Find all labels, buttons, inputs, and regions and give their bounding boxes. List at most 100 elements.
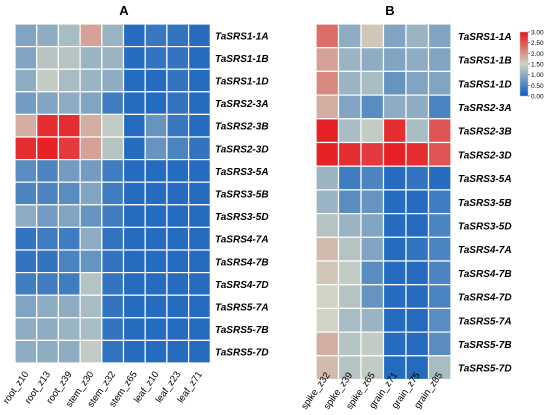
heatmap-cell bbox=[14, 294, 38, 319]
heatmap-cell bbox=[188, 181, 211, 206]
colorbar-tick-label: 1.00 bbox=[531, 72, 544, 79]
heatmap-cell bbox=[382, 260, 407, 286]
panel-b-title: B bbox=[385, 3, 394, 18]
colorbar-tick-label: 1.50 bbox=[531, 62, 544, 69]
heatmap-cell bbox=[14, 159, 38, 183]
heatmap-cell bbox=[382, 284, 407, 310]
heatmap-cell bbox=[79, 339, 103, 364]
heatmap-cell bbox=[405, 118, 430, 144]
heatmap-cell bbox=[337, 260, 362, 286]
heatmap-cell bbox=[166, 91, 190, 116]
heatmap-cell bbox=[57, 23, 81, 48]
heatmap-cell bbox=[79, 91, 103, 116]
heatmap-cell bbox=[101, 249, 125, 274]
heatmap-cell bbox=[36, 249, 60, 274]
heatmap-cell bbox=[427, 260, 452, 286]
heatmap-cell bbox=[36, 45, 60, 70]
heatmap-cell bbox=[166, 68, 190, 93]
heatmap-cell bbox=[360, 94, 385, 120]
heatmap-cell bbox=[122, 339, 146, 364]
heatmap-cell bbox=[144, 91, 168, 116]
heatmap-cell bbox=[122, 272, 146, 296]
heatmap-cell bbox=[337, 165, 362, 191]
heatmap-cell bbox=[315, 189, 340, 215]
heatmap-cell bbox=[315, 47, 340, 73]
heatmap-cell bbox=[79, 204, 103, 229]
heatmap-cell bbox=[166, 226, 190, 251]
heatmap-cell bbox=[14, 136, 38, 161]
panel-a-title: A bbox=[119, 3, 129, 18]
heatmap-cell bbox=[166, 136, 190, 161]
heatmap-cell bbox=[166, 272, 190, 296]
heatmap-cell bbox=[382, 189, 407, 215]
heatmap-cell bbox=[360, 141, 385, 167]
heatmap-cell bbox=[360, 47, 385, 73]
heatmap-cell bbox=[337, 70, 362, 96]
heatmap-cell bbox=[427, 307, 452, 333]
heatmap-cell bbox=[188, 68, 211, 93]
row-label: TaSRS2-3A bbox=[215, 99, 269, 110]
heatmap-cell bbox=[101, 68, 125, 93]
heatmap-cell bbox=[315, 23, 340, 49]
heatmap-cell bbox=[101, 339, 125, 364]
heatmap-cell bbox=[166, 339, 190, 364]
heatmap-cell bbox=[166, 159, 190, 183]
panel-b-heatmap: TaSRS1-1A TaSRS1-1B TaSRS1-1D TaSRS2-3A TaSR… bbox=[299, 23, 512, 412]
heatmap-cell bbox=[122, 113, 146, 138]
heatmap-cell bbox=[166, 113, 190, 138]
row-label: TaSRS1-1A bbox=[458, 32, 512, 43]
heatmap-cell bbox=[122, 23, 146, 48]
row-label: TaSRS3-5B bbox=[215, 190, 269, 201]
heatmap-cell bbox=[405, 70, 430, 96]
heatmap-cell bbox=[405, 189, 430, 215]
row-label: TaSRS4-7B bbox=[458, 269, 512, 280]
heatmap-cell bbox=[101, 181, 125, 206]
heatmap-cell bbox=[57, 181, 81, 206]
heatmap-cell bbox=[315, 284, 340, 310]
heatmap-cell bbox=[57, 249, 81, 274]
heatmap-cell bbox=[101, 272, 125, 296]
heatmap-cell bbox=[144, 181, 168, 206]
heatmap-cell bbox=[122, 159, 146, 183]
colorbar-tick-label: 2.00 bbox=[531, 51, 544, 58]
heatmap-cell bbox=[427, 47, 452, 73]
colorbar-tick-label: 2.50 bbox=[531, 40, 544, 47]
heatmap-cell bbox=[101, 159, 125, 183]
row-label: TaSRS3-5B bbox=[458, 198, 512, 209]
heatmap-cell bbox=[382, 141, 407, 167]
heatmap-cell bbox=[360, 236, 385, 262]
heatmap-cell bbox=[427, 189, 452, 215]
row-label: TaSRS5-7A bbox=[215, 303, 269, 314]
row-label: TaSRS4-7D bbox=[458, 293, 512, 304]
heatmap-cell bbox=[101, 23, 125, 48]
row-label: TaSRS2-3B bbox=[458, 127, 512, 138]
heatmap-cell bbox=[360, 189, 385, 215]
heatmap-cell bbox=[79, 249, 103, 274]
heatmap-cell bbox=[57, 45, 81, 70]
heatmap-cell bbox=[122, 294, 146, 319]
heatmap-cell bbox=[315, 165, 340, 191]
row-label: TaSRS3-5A bbox=[215, 167, 269, 178]
heatmap-cell bbox=[166, 23, 190, 48]
heatmap-cell bbox=[360, 118, 385, 144]
heatmap-cell bbox=[405, 236, 430, 262]
heatmap-cell bbox=[427, 213, 452, 238]
row-label: TaSRS5-7D bbox=[215, 348, 269, 359]
heatmap-cell bbox=[79, 317, 103, 341]
heatmap-cell bbox=[122, 45, 146, 70]
heatmap-cell bbox=[57, 317, 81, 341]
heatmap-cell bbox=[79, 45, 103, 70]
row-label: TaSRS4-7B bbox=[215, 257, 269, 268]
heatmap-cell bbox=[36, 113, 60, 138]
heatmap-cell bbox=[57, 204, 81, 229]
heatmap-cell bbox=[57, 226, 81, 251]
heatmap-cell bbox=[427, 331, 452, 357]
heatmap-cell bbox=[405, 47, 430, 73]
heatmap-cell bbox=[101, 204, 125, 229]
heatmap-cell bbox=[315, 213, 340, 238]
heatmap-cell bbox=[188, 294, 211, 319]
colorbar-gradient bbox=[519, 31, 529, 97]
heatmap-cell bbox=[14, 23, 38, 48]
heatmap-cell bbox=[101, 294, 125, 319]
heatmap-cell bbox=[337, 213, 362, 238]
